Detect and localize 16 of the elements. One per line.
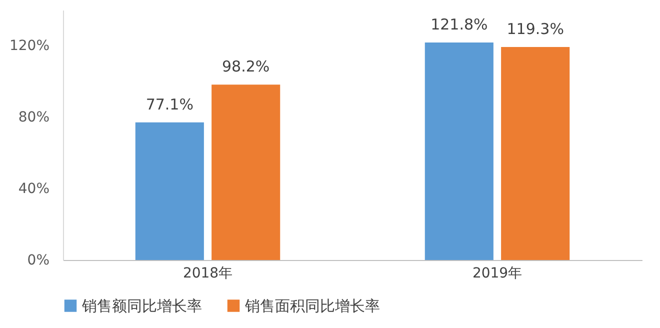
x-tick-label: 2018年: [182, 266, 233, 282]
bar: [424, 42, 494, 260]
bar: [212, 84, 280, 260]
y-tick-label: 0%: [27, 252, 50, 268]
legend-label: 销售额同比增长率: [81, 296, 202, 315]
data-label: 119.3%: [506, 20, 564, 38]
x-tick-label: 2019年: [472, 266, 522, 282]
y-tick-label: 120%: [9, 38, 50, 54]
data-label: 121.8%: [430, 16, 488, 34]
bar: [135, 122, 204, 260]
bar: [501, 46, 570, 260]
y-tick-label: 80%: [18, 110, 50, 126]
legend-label: 销售面积同比增长率: [244, 296, 380, 315]
y-tick-label: 40%: [18, 181, 50, 198]
data-label: 77.1%: [146, 95, 194, 114]
data-label: 98.2%: [222, 58, 270, 76]
